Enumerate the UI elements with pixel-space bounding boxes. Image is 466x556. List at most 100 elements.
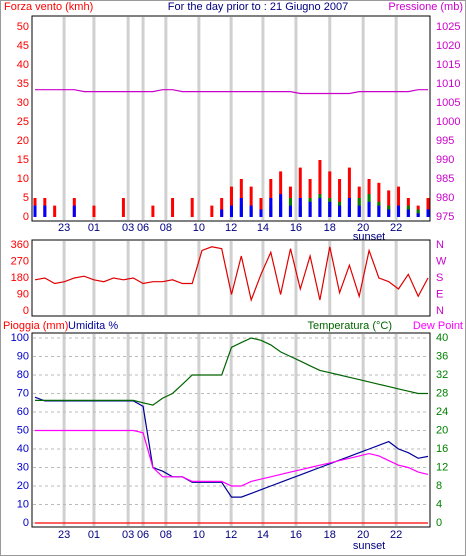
- bar: [308, 201, 312, 217]
- y2-tick-label: 12: [436, 461, 448, 473]
- bar: [249, 186, 253, 217]
- bar: [249, 205, 253, 217]
- bar: [220, 198, 224, 217]
- x-tick-label: 10: [193, 529, 205, 541]
- legend-entry: Pioggia (mm): [3, 320, 68, 332]
- y-tick-label: 25: [17, 116, 29, 128]
- y2-tick-label: 32: [436, 369, 448, 381]
- y-tick-label: 5: [23, 192, 29, 204]
- y-tick-label: 30: [17, 97, 29, 109]
- bar: [357, 205, 361, 217]
- y2-tick-label: 16: [436, 443, 448, 455]
- y-tick-label: 10: [17, 498, 29, 510]
- bar: [53, 205, 57, 217]
- y2-tick-label: 8: [436, 480, 442, 492]
- y2-tick-label: 24: [436, 406, 448, 418]
- y2-tick-label: N: [436, 305, 444, 317]
- chart-title: For the day prior to : 21 Giugno 2007: [168, 1, 348, 13]
- y-tick-label: 180: [11, 272, 29, 284]
- bar: [406, 209, 410, 217]
- x-tick-label: 08: [160, 222, 172, 234]
- bar: [43, 205, 47, 217]
- bar: [338, 179, 342, 217]
- bar: [210, 205, 214, 217]
- y2-tick-label: 28: [436, 387, 448, 399]
- series-line: [34, 246, 429, 303]
- y-tick-label: 40: [17, 443, 29, 455]
- y-tick-label: 270: [11, 255, 29, 267]
- y2-tick-label: 975: [436, 211, 454, 223]
- bar: [367, 201, 371, 217]
- x-tick-label: 14: [257, 529, 269, 541]
- y2-tick-label: 36: [436, 350, 448, 362]
- bar: [121, 198, 125, 217]
- x-tick-label: 12: [225, 529, 237, 541]
- bar: [318, 160, 322, 217]
- x-tick-label: 16: [290, 222, 302, 234]
- bar: [387, 190, 391, 217]
- bar: [230, 186, 233, 217]
- x-tick-label: 22: [390, 222, 402, 234]
- y2-tick-label: 40: [436, 332, 448, 344]
- legend-entry: Dew Point: [413, 320, 463, 332]
- y2-tick-label: N: [436, 239, 444, 251]
- x-tick-label: 06: [137, 222, 149, 234]
- series-line: [35, 429, 429, 487]
- x-tick-label: 03: [122, 529, 134, 541]
- x-tick-label: 23: [58, 222, 70, 234]
- bar: [171, 198, 175, 217]
- y-tick-label: 20: [17, 135, 29, 147]
- bar: [416, 213, 420, 217]
- y2-tick-label: 0: [436, 517, 442, 529]
- y2-axis-title: Pressione (mb): [388, 1, 463, 13]
- x-tick-label: 16: [290, 529, 302, 541]
- y-tick-label: 30: [17, 461, 29, 473]
- y2-tick-label: 1005: [436, 97, 460, 109]
- y-tick-label: 10: [17, 173, 29, 185]
- y2-tick-label: 1000: [436, 116, 460, 128]
- x-tick-label: 12: [225, 222, 237, 234]
- bar: [151, 205, 155, 217]
- y2-tick-label: S: [436, 272, 443, 284]
- bar: [239, 198, 243, 217]
- x-tick-label: 18: [324, 222, 336, 234]
- bar: [347, 167, 351, 217]
- bar: [33, 205, 37, 217]
- x-tick-label: 23: [58, 529, 70, 541]
- bar: [259, 209, 263, 217]
- y2-tick-label: 990: [436, 154, 454, 166]
- y2-tick-label: 985: [436, 173, 454, 185]
- series-line: [35, 89, 428, 95]
- x-tick-label: 08: [160, 529, 172, 541]
- y-tick-label: 50: [17, 424, 29, 436]
- bar: [279, 194, 283, 217]
- bar: [397, 186, 401, 217]
- y2-tick-label: E: [436, 288, 443, 300]
- x-tick-label: 10: [193, 222, 205, 234]
- y2-tick-label: 20: [436, 424, 448, 436]
- y2-tick-label: 1020: [436, 40, 460, 52]
- y-tick-label: 100: [11, 332, 29, 344]
- y2-tick-label: 4: [436, 498, 442, 510]
- y-tick-label: 40: [17, 59, 29, 71]
- legend-entry: Temperatura (°C): [308, 320, 392, 332]
- y-tick-label: 45: [17, 40, 29, 52]
- bar: [92, 205, 96, 217]
- bar: [347, 198, 351, 217]
- bar: [269, 198, 273, 217]
- bar: [298, 167, 302, 217]
- x-tick-label: 20: [357, 222, 369, 234]
- y2-tick-label: 1015: [436, 59, 460, 71]
- y2-tick-label: 1010: [436, 78, 460, 90]
- bar: [338, 205, 342, 217]
- series-line: [35, 337, 428, 406]
- bar: [426, 198, 430, 217]
- bar: [328, 171, 332, 217]
- bar: [397, 205, 401, 217]
- bar: [328, 201, 332, 217]
- bar: [288, 205, 292, 217]
- bar: [230, 205, 233, 217]
- bar: [377, 182, 381, 217]
- y-tick-label: 360: [11, 239, 29, 251]
